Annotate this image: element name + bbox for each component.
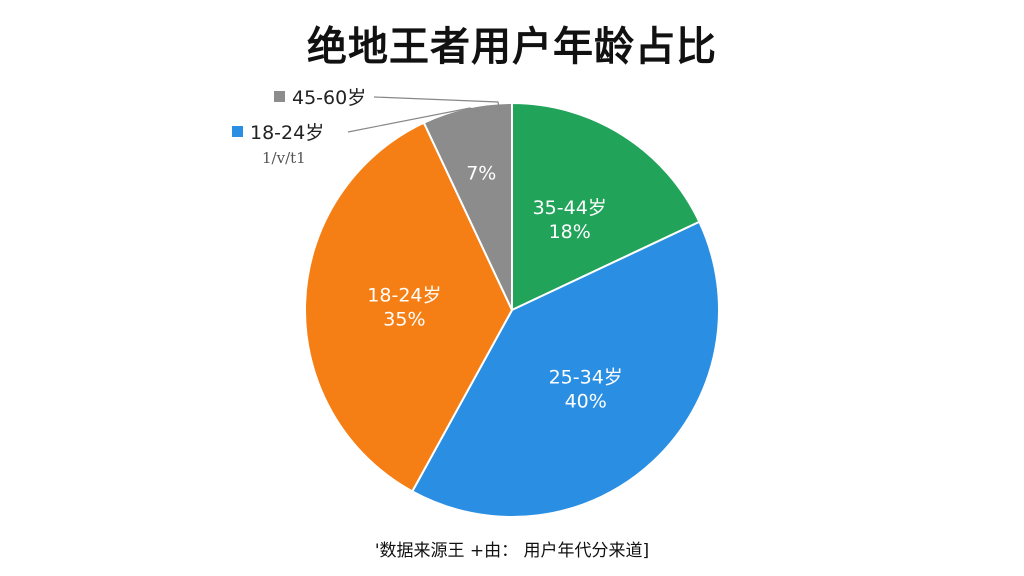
legend-label-0: 45-60岁: [292, 87, 366, 109]
pie-slice-3: [422, 101, 513, 311]
pie-slice-2: [304, 121, 514, 493]
pie-slice-1: [410, 220, 720, 518]
pie-slice-0: [511, 101, 701, 312]
legend-swatch-1: [232, 126, 243, 137]
leader-line-45-60: [373, 96, 501, 113]
chart-title: 绝地王者用户年龄占比: [307, 24, 717, 70]
slice-value-3: 7%: [466, 163, 496, 185]
legend-subtext: 1/v/t1: [262, 149, 306, 167]
leader-line-18-24: [347, 107, 481, 133]
legend-swatch-0: [274, 91, 285, 102]
slice-value-1: 40%: [565, 391, 607, 413]
slice-value-2: 35%: [383, 309, 425, 331]
legend: 45-60岁 18-24岁 1/v/t1: [232, 87, 366, 167]
pie-slices: [304, 101, 720, 518]
slice-label-1: 25-34岁: [549, 367, 623, 389]
legend-leader-lines: [347, 96, 501, 133]
slice-label-0: 35-44岁: [533, 197, 607, 219]
slice-value-0: 18%: [549, 221, 591, 243]
legend-label-1: 18-24岁: [250, 122, 324, 144]
source-note: '数据来源王 +由： 用户年代分来道]: [374, 541, 650, 561]
slice-label-2: 18-24岁: [367, 285, 441, 307]
